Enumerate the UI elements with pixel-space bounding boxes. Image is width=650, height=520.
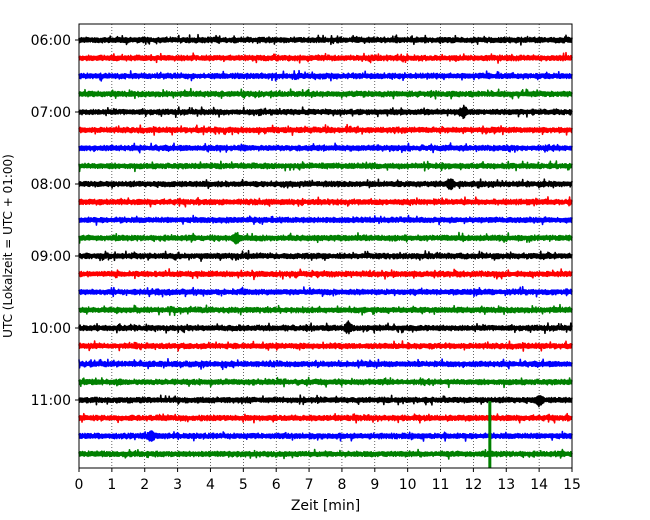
- trace-line: [78, 69, 573, 82]
- trace-line: [78, 123, 573, 137]
- trace-line: [78, 231, 573, 245]
- x-tick-label: 8: [337, 477, 346, 493]
- trace-series: [78, 33, 573, 468]
- x-tick-label: 1: [107, 477, 116, 493]
- x-tick-label: 15: [563, 477, 581, 493]
- trace-line: [78, 178, 573, 191]
- trace-line: [78, 340, 573, 352]
- x-tick-label: 11: [432, 477, 450, 493]
- trace-line: [78, 412, 573, 424]
- grid-lines: [111, 24, 540, 468]
- trace-line: [78, 33, 573, 46]
- trace-line: [78, 104, 573, 120]
- trace-line: [78, 394, 573, 408]
- trace-line: [78, 87, 573, 100]
- trace-line: [78, 285, 573, 298]
- trace-line: [78, 430, 573, 442]
- trace-line: [78, 196, 573, 208]
- x-tick-label: 3: [173, 477, 182, 493]
- trace-line: [78, 448, 573, 460]
- trace-line: [78, 303, 573, 317]
- x-tick-label: 10: [399, 477, 417, 493]
- x-tick-label: 12: [464, 477, 482, 493]
- plot-frame: [78, 23, 573, 469]
- y-tick-label: 07:00: [31, 105, 71, 121]
- x-tick-label: 6: [272, 477, 281, 493]
- trace-line: [78, 357, 573, 371]
- trace-line: [78, 249, 573, 262]
- y-tick-label: 10:00: [31, 321, 71, 337]
- trace-line: [78, 376, 573, 389]
- x-tick-label: 0: [75, 477, 84, 493]
- trace-line: [78, 160, 573, 173]
- trace-line: [78, 214, 573, 226]
- y-tick-label: 09:00: [31, 249, 71, 265]
- x-axis-ticks: 0 1 2 3 4 5 6 7 8 9 10 11 12 13 14 15: [75, 468, 581, 493]
- y-tick-label: 11:00: [31, 393, 71, 409]
- trace-line: [78, 320, 573, 335]
- x-tick-label: 13: [497, 477, 515, 493]
- x-tick-label: 5: [239, 477, 248, 493]
- trace-line: [78, 142, 573, 154]
- trace-line: [78, 268, 573, 281]
- y-tick-label: 08:00: [31, 177, 71, 193]
- y-axis-title: UTC (Lokalzeit = UTC + 01:00): [1, 154, 15, 338]
- x-tick-label: 14: [530, 477, 548, 493]
- y-tick-label: 06:00: [31, 33, 71, 49]
- x-tick-label: 2: [140, 477, 149, 493]
- trace-line: [78, 51, 573, 64]
- x-tick-label: 9: [370, 477, 379, 493]
- x-tick-label: 4: [206, 477, 215, 493]
- x-tick-label: 7: [305, 477, 314, 493]
- x-axis-title: Zeit [min]: [291, 498, 360, 514]
- y-axis-ticks: 06:00 07:00 08:00 09:00 10:00 11:00: [31, 33, 79, 409]
